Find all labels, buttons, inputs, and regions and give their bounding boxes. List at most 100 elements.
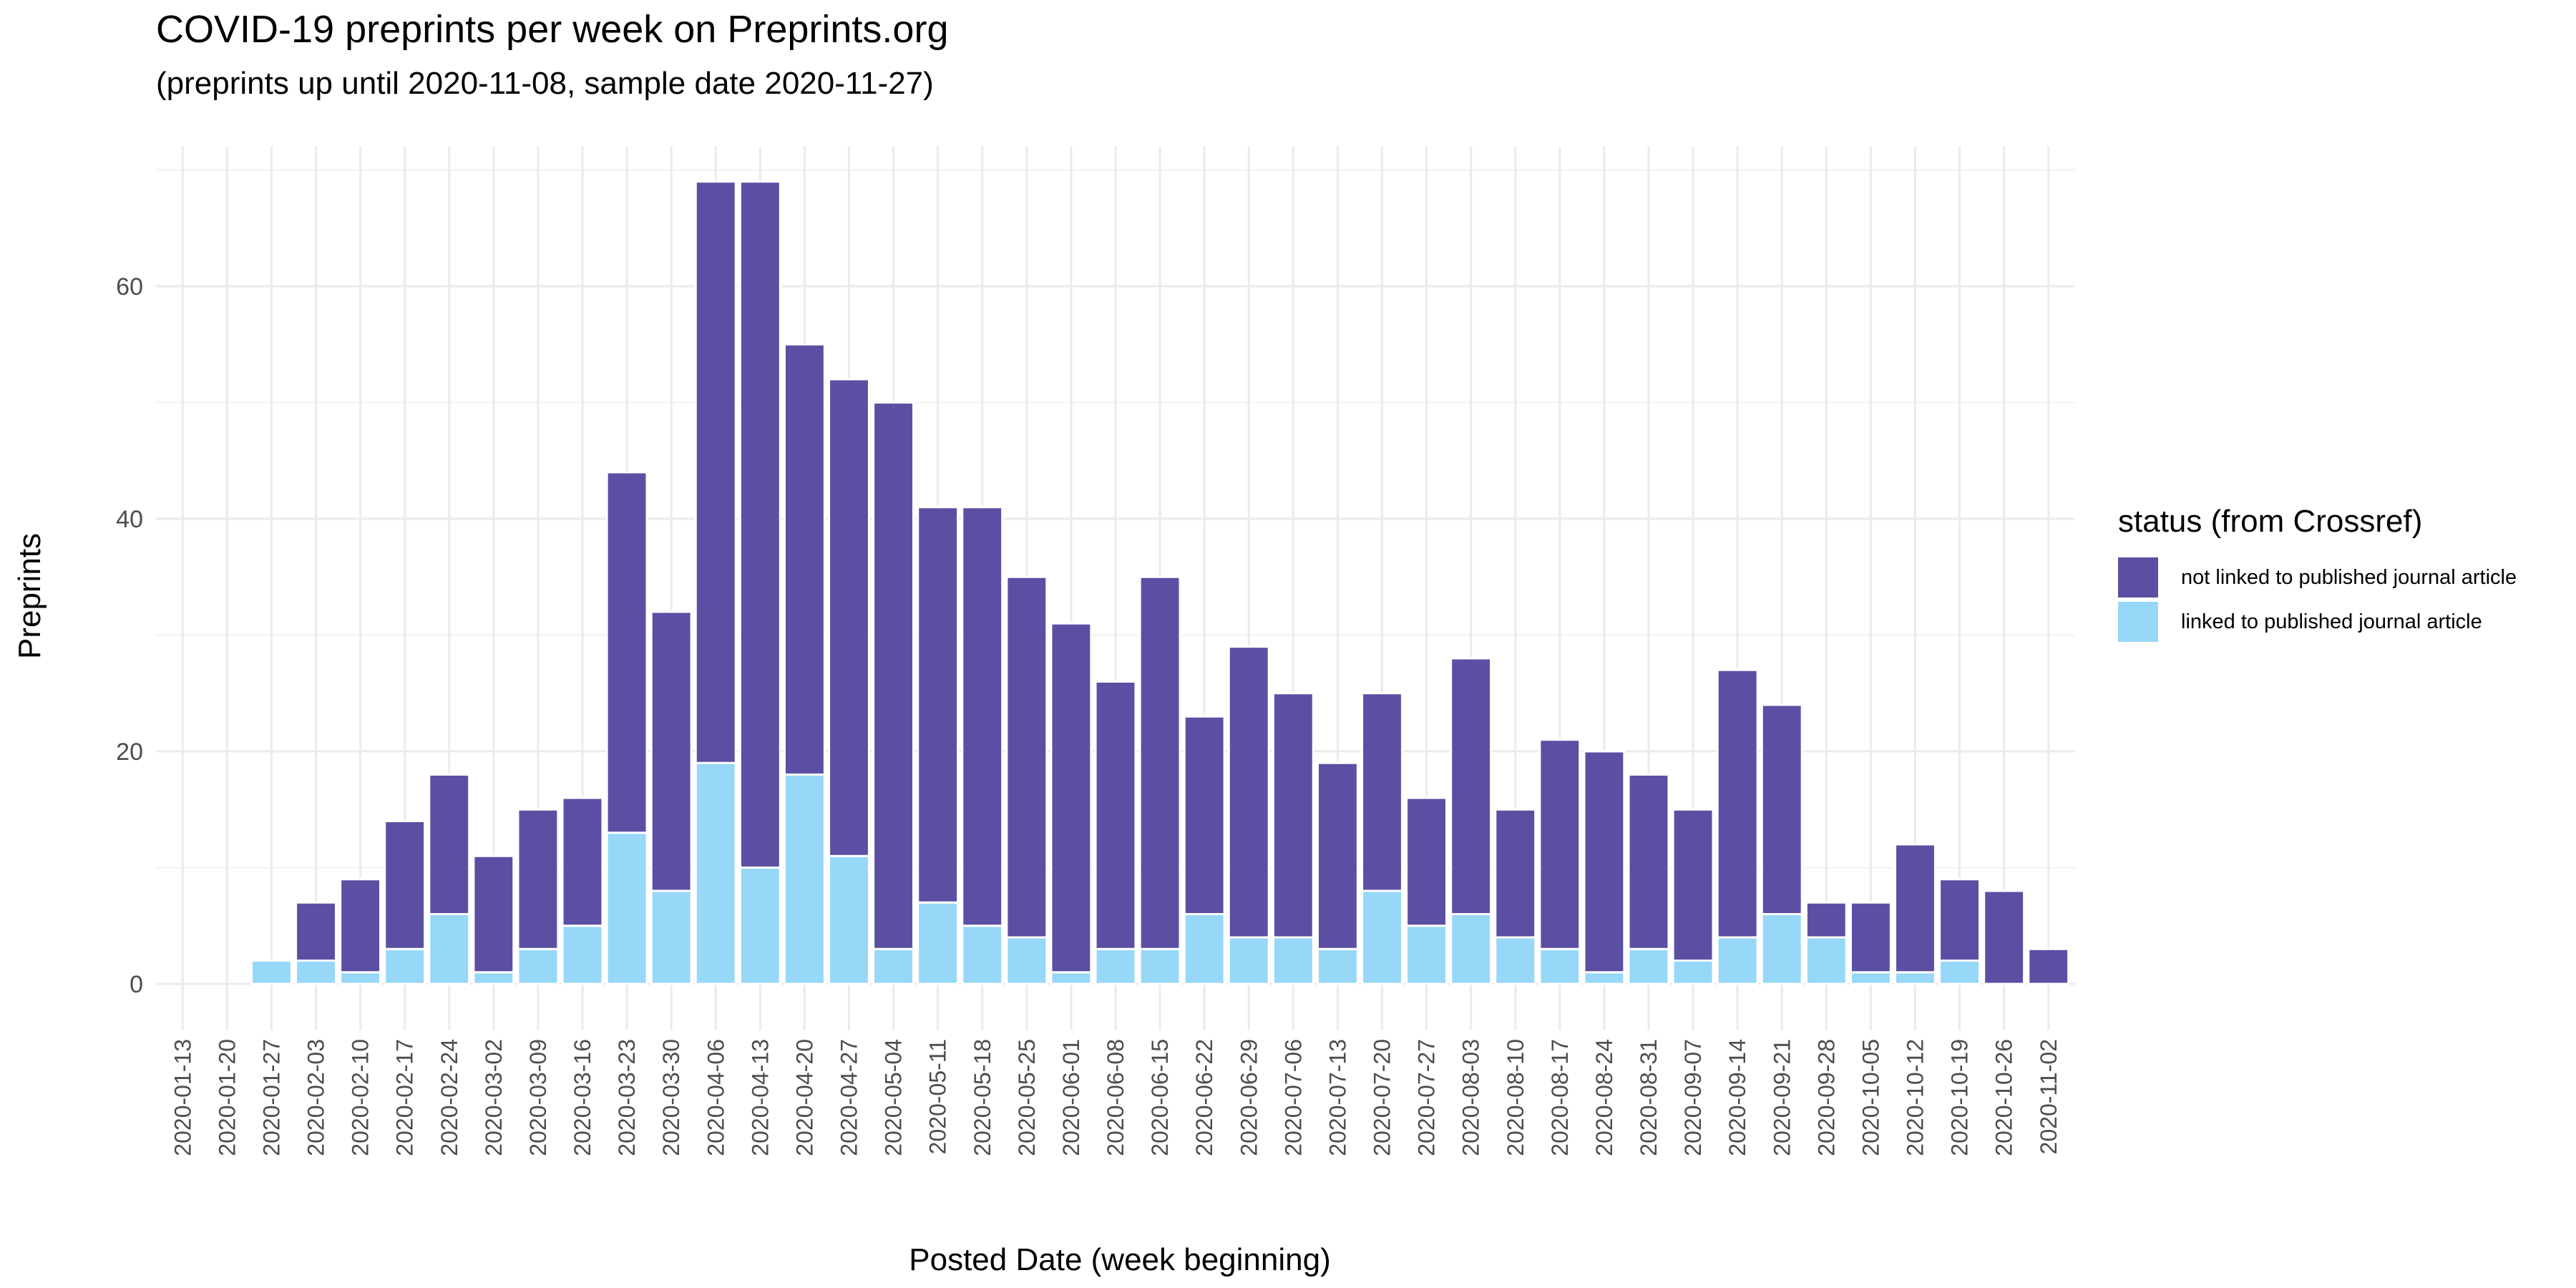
x-tick-label: 2020-06-22 (1191, 1039, 1217, 1156)
x-tick-label: 2020-05-25 (1014, 1039, 1040, 1156)
bar-not-linked (1805, 901, 1848, 939)
bar-linked (828, 854, 870, 985)
bar-not-linked (1316, 761, 1359, 950)
bar-linked (339, 971, 382, 985)
bar-linked (872, 947, 915, 985)
bar-not-linked (1583, 750, 1626, 974)
x-tick-label: 2020-07-20 (1370, 1039, 1395, 1156)
x-axis-ticks: 2020-01-13 2020-01-20 2020-01-27 2020-02-03… (170, 1039, 2062, 1156)
x-tick-label: 2020-07-06 (1280, 1039, 1306, 1156)
x-tick-label: 2020-11-02 (2036, 1039, 2062, 1154)
bar-not-linked (339, 878, 382, 974)
bar-not-linked (561, 796, 604, 927)
bar-not-linked (1983, 889, 2026, 985)
bar-linked (1361, 889, 1403, 985)
bar-not-linked (1538, 738, 1581, 950)
legend-label-not-linked: not linked to published journal article (2181, 565, 2517, 589)
bar-linked (472, 971, 515, 985)
bar-linked (1938, 960, 1981, 985)
x-tick-label: 2020-09-28 (1813, 1039, 1839, 1156)
bar-linked (1405, 924, 1448, 985)
bar-not-linked (1361, 692, 1403, 892)
x-tick-label: 2020-03-23 (614, 1039, 640, 1156)
y-tick-label: 20 (116, 738, 143, 766)
x-tick-label: 2020-04-27 (836, 1039, 862, 1156)
x-tick-label: 2020-01-27 (258, 1039, 284, 1156)
bar-linked (250, 960, 293, 985)
bar-not-linked (1005, 575, 1048, 939)
x-tick-label: 2020-08-10 (1503, 1039, 1528, 1156)
bar-linked (961, 924, 1004, 985)
chart-title: COVID-19 preprints per week on Preprints… (156, 8, 949, 51)
y-tick-label: 0 (130, 971, 143, 998)
x-tick-label: 2020-05-11 (925, 1039, 951, 1154)
bar-not-linked (1760, 703, 1803, 915)
bar-linked (1805, 936, 1848, 985)
x-tick-label: 2020-06-08 (1103, 1039, 1128, 1156)
bar-linked (1716, 936, 1759, 985)
x-tick-label: 2020-05-18 (970, 1039, 995, 1156)
y-tick-label: 60 (116, 273, 143, 301)
bar-linked (517, 947, 560, 985)
x-tick-label: 2020-03-30 (658, 1039, 684, 1156)
x-tick-label: 2020-08-17 (1547, 1039, 1573, 1156)
x-tick-label: 2020-04-13 (747, 1039, 773, 1156)
bar-not-linked (605, 471, 648, 834)
x-tick-label: 2020-03-09 (525, 1039, 551, 1156)
bar-not-linked (783, 343, 826, 776)
x-tick-label: 2020-01-13 (170, 1039, 195, 1156)
x-tick-label: 2020-06-29 (1236, 1039, 1262, 1156)
x-tick-label: 2020-09-14 (1724, 1039, 1750, 1156)
x-tick-label: 2020-09-07 (1680, 1039, 1706, 1156)
x-tick-label: 2020-01-20 (214, 1039, 240, 1156)
legend-key-not-linked (2118, 557, 2158, 597)
bar-linked (561, 924, 604, 985)
bar-not-linked (1405, 796, 1448, 927)
x-tick-label: 2020-04-06 (703, 1039, 728, 1156)
bar-not-linked (1894, 843, 1936, 974)
x-tick-label: 2020-03-16 (570, 1039, 595, 1156)
bar-linked (1227, 936, 1270, 985)
y-axis-ticks: 0 20 40 60 (116, 273, 143, 998)
bar-linked (384, 947, 426, 985)
bar-linked (1183, 913, 1226, 985)
bar-not-linked (1627, 774, 1670, 950)
y-tick-label: 40 (116, 506, 143, 533)
bar-linked (1583, 971, 1626, 985)
bar-not-linked (961, 506, 1004, 927)
x-tick-label: 2020-03-02 (481, 1039, 507, 1156)
x-tick-label: 2020-06-01 (1058, 1039, 1084, 1156)
chart-subtitle: (preprints up until 2020-11-08, sample d… (156, 66, 934, 101)
x-tick-label: 2020-08-31 (1636, 1039, 1662, 1156)
bar-linked (1894, 971, 1936, 985)
bar-not-linked (1672, 808, 1714, 962)
bar-linked (650, 889, 693, 985)
bar-not-linked (1716, 668, 1759, 939)
y-axis-title: Preprints (12, 533, 47, 659)
bar-linked (1138, 947, 1181, 985)
bar-not-linked (1849, 901, 1892, 974)
bar-linked (1627, 947, 1670, 985)
bar-linked (1094, 947, 1137, 985)
bar-not-linked (1272, 692, 1314, 939)
x-axis-title: Posted Date (week beginning) (909, 1242, 1330, 1277)
bar-linked (1849, 971, 1892, 985)
x-tick-label: 2020-05-04 (881, 1039, 907, 1156)
bar-linked (1050, 971, 1093, 985)
bar-linked (1316, 947, 1359, 985)
bar-linked (428, 913, 471, 985)
bar-linked (1450, 913, 1493, 985)
x-tick-label: 2020-02-17 (392, 1039, 418, 1156)
x-tick-label: 2020-02-24 (436, 1039, 462, 1156)
bar-linked (694, 761, 737, 985)
bar-not-linked (872, 401, 915, 950)
x-tick-label: 2020-07-27 (1414, 1039, 1440, 1156)
legend-item-not-linked: not linked to published journal article (2118, 555, 2517, 600)
bar-not-linked (2027, 947, 2070, 985)
bar-linked (1672, 960, 1714, 985)
x-tick-label: 2020-02-03 (303, 1039, 329, 1156)
x-tick-label: 2020-04-20 (791, 1039, 817, 1156)
bar-linked (605, 831, 648, 985)
bar-not-linked (1183, 715, 1226, 915)
